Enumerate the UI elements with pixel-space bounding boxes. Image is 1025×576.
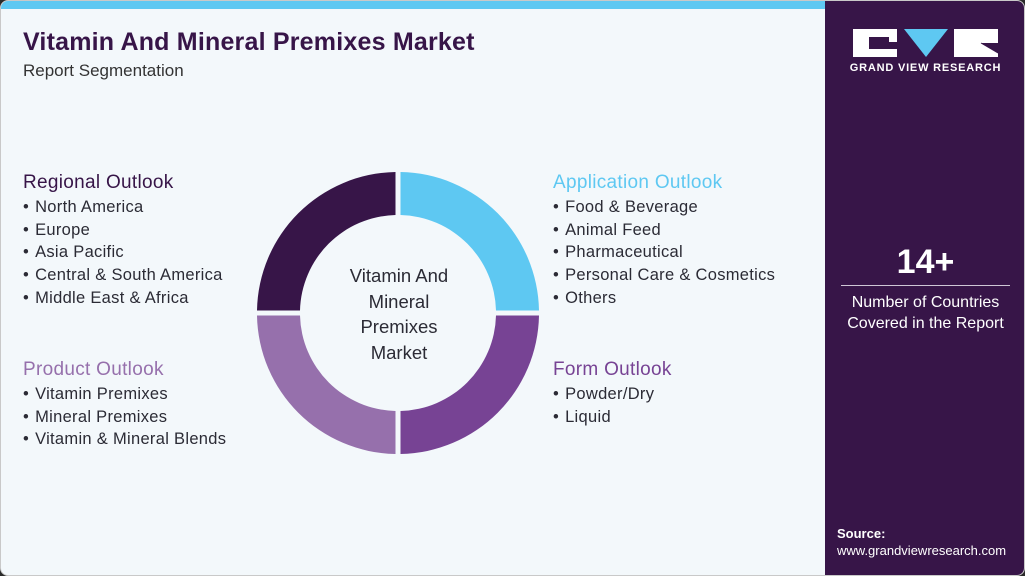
segment-product-outlook: Product Outlook Vitamin Premixes Mineral… xyxy=(23,359,226,451)
list-item: Others xyxy=(553,287,775,310)
list-item: Asia Pacific xyxy=(23,241,223,264)
gvr-logo-icon xyxy=(853,29,998,57)
segment-list: North America Europe Asia Pacific Centra… xyxy=(23,196,223,310)
page-title: Vitamin And Mineral Premixes Market xyxy=(23,28,475,56)
stat-label-line: Covered in the Report xyxy=(847,315,1004,332)
page-subtitle: Report Segmentation xyxy=(23,61,184,80)
segment-form-outlook: Form Outlook Powder/Dry Liquid xyxy=(553,359,672,428)
list-item: Europe xyxy=(23,219,223,242)
list-item: Liquid xyxy=(553,406,672,429)
countries-stat-label: Number of Countries Covered in the Repor… xyxy=(825,292,1024,334)
donut-segment-product xyxy=(257,315,396,454)
source-url: www.grandviewresearch.com xyxy=(837,543,1007,558)
list-item: Vitamin Premixes xyxy=(23,383,226,406)
segment-regional-outlook: Regional Outlook North America Europe As… xyxy=(23,172,223,310)
list-item: Personal Care & Cosmetics xyxy=(553,264,775,287)
divider xyxy=(841,285,1010,286)
segment-title: Regional Outlook xyxy=(23,172,174,193)
side-panel xyxy=(825,1,1024,575)
segmentation-donut xyxy=(257,172,539,454)
list-item: Central & South America xyxy=(23,264,223,287)
logo-text: GRAND VIEW RESEARCH xyxy=(849,62,1002,74)
segment-list: Food & Beverage Animal Feed Pharmaceutic… xyxy=(553,196,775,310)
list-item: North America xyxy=(23,196,223,219)
stat-label-line: Number of Countries xyxy=(851,294,1000,311)
list-item: Vitamin & Mineral Blends xyxy=(23,428,226,451)
center-label-line: Vitamin And xyxy=(349,265,449,286)
list-item: Food & Beverage xyxy=(553,196,775,219)
top-accent-bar xyxy=(1,1,825,9)
center-label-line: Market xyxy=(370,341,428,363)
segment-list: Powder/Dry Liquid xyxy=(553,383,672,428)
segment-list: Vitamin Premixes Mineral Premixes Vitami… xyxy=(23,383,226,451)
segment-title: Product Outlook xyxy=(23,359,164,380)
list-item: Powder/Dry xyxy=(553,383,672,406)
source-label: Source: xyxy=(837,526,886,541)
center-label-line: Premixes xyxy=(360,316,438,337)
donut-segment-regional xyxy=(257,172,396,311)
donut-center-label: Vitamin And Mineral Premixes Market xyxy=(319,263,479,365)
list-item: Middle East & Africa xyxy=(23,287,223,310)
donut-segment-application xyxy=(400,172,539,311)
countries-stat-value: 14+ xyxy=(896,243,955,281)
segment-title: Application Outlook xyxy=(553,172,723,193)
segment-application-outlook: Application Outlook Food & Beverage Anim… xyxy=(553,172,775,310)
segment-title: Form Outlook xyxy=(553,359,672,380)
list-item: Pharmaceutical xyxy=(553,241,775,264)
center-label-line: Mineral xyxy=(368,290,430,312)
list-item: Mineral Premixes xyxy=(23,406,226,429)
donut-segment-form xyxy=(400,315,539,454)
list-item: Animal Feed xyxy=(553,219,775,242)
